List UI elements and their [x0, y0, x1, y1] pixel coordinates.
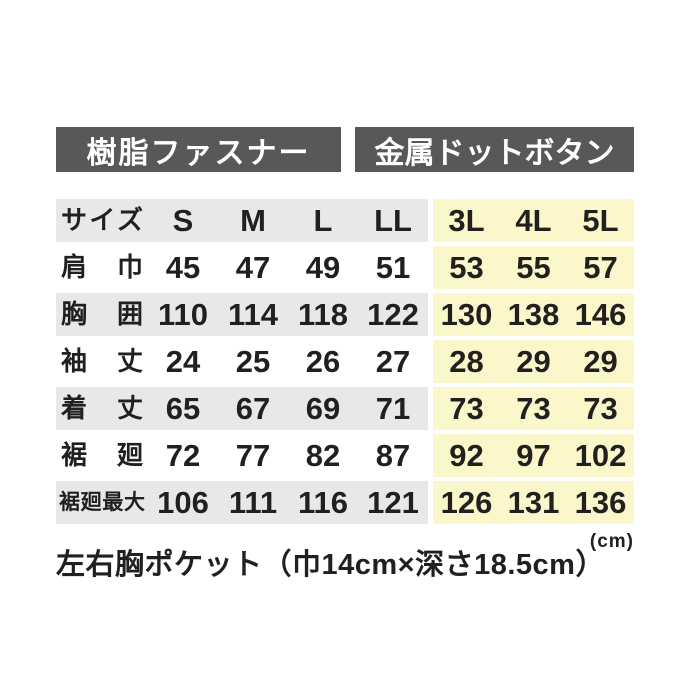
table-cell: 57 — [583, 249, 618, 285]
fastener-type-header-bars: 樹脂ファスナー 金属ドットボタン — [56, 127, 634, 172]
row-label-body-length: 着丈 — [61, 393, 143, 423]
table-cell: 27 — [375, 343, 411, 379]
row-label-sleeve-length: 袖丈 — [61, 346, 143, 376]
pocket-note: 左右胸ポケット（巾14cm×深さ18.5cm） — [56, 549, 605, 581]
table-cell: 130 — [440, 296, 493, 332]
table-cell: 138 — [507, 296, 560, 332]
row-label-chest: 胸囲 — [61, 299, 143, 329]
table-cell: 26 — [305, 343, 341, 379]
table-cell: 116 — [297, 484, 348, 520]
table-cell: 97 — [516, 437, 551, 473]
size-row-label: サイズ — [61, 205, 143, 235]
table-cell: 114 — [227, 296, 278, 332]
row-left-segment: 肩巾 45 47 49 51 — [56, 246, 428, 289]
row-left-segment: 袖丈 24 25 26 27 — [56, 340, 428, 383]
table-cell: 49 — [305, 249, 341, 285]
table-row-shoulder-width: 肩巾 45 47 49 51 53 55 57 — [56, 246, 634, 289]
header-bar-metal-dot-button: 金属ドットボタン — [355, 127, 634, 172]
table-cell: 118 — [297, 296, 348, 332]
row-right-segment: 28 29 29 — [433, 340, 634, 383]
table-cell: 73 — [516, 390, 551, 426]
table-cell: 136 — [574, 484, 627, 520]
size-row-right-segment: 3L 4L 5L — [433, 199, 634, 242]
row-right-segment: 130 138 146 — [433, 293, 634, 336]
unit-label: (cm) — [589, 531, 634, 552]
table-cell: 102 — [574, 437, 627, 473]
size-header-s: S — [172, 202, 194, 238]
size-row-left-segment: サイズ S M L LL — [56, 199, 428, 242]
table-cell: 69 — [305, 390, 341, 426]
row-left-segment: 胸囲 110 114 118 122 — [56, 293, 428, 336]
row-left-segment: 着丈 65 67 69 71 — [56, 387, 428, 430]
row-right-segment: 126 131 136 — [433, 481, 634, 524]
table-cell: 25 — [235, 343, 271, 379]
table-cell: 67 — [235, 390, 271, 426]
row-right-segment: 53 55 57 — [433, 246, 634, 289]
size-header-m: M — [240, 202, 266, 238]
table-row-chest: 胸囲 110 114 118 122 130 138 146 — [56, 293, 634, 336]
table-cell: 73 — [449, 390, 484, 426]
table-cell: 28 — [449, 343, 484, 379]
table-cell: 121 — [367, 484, 419, 520]
table-cell: 73 — [583, 390, 618, 426]
table-cell: 72 — [165, 437, 201, 473]
row-label-hem-circumference-max: 裾廻最大 — [59, 491, 145, 514]
table-cell: 55 — [516, 249, 551, 285]
table-row-sizes: サイズ S M L LL 3L 4L 5L — [56, 199, 634, 242]
table-cell: 87 — [375, 437, 411, 473]
table-cell: 82 — [305, 437, 341, 473]
table-cell: 29 — [516, 343, 551, 379]
row-label-shoulder-width: 肩巾 — [61, 252, 143, 282]
table-cell: 111 — [228, 484, 278, 520]
header-bar-resin-fastener-label: 樹脂ファスナー — [86, 136, 311, 170]
table-row-body-length: 着丈 65 67 69 71 73 73 73 — [56, 387, 634, 430]
row-left-segment: 裾廻最大 106 111 116 121 — [56, 481, 428, 524]
size-header-l: L — [313, 202, 333, 238]
table-cell: 77 — [235, 437, 271, 473]
header-bar-metal-dot-button-label: 金属ドットボタン — [374, 136, 615, 170]
row-right-segment: 92 97 102 — [433, 434, 634, 477]
table-cell: 24 — [165, 343, 201, 379]
row-right-segment: 73 73 73 — [433, 387, 634, 430]
table-cell: 51 — [375, 249, 411, 285]
table-row-sleeve-length: 袖丈 24 25 26 27 28 29 29 — [56, 340, 634, 383]
table-cell: 126 — [440, 484, 493, 520]
size-spec-table: サイズ S M L LL 3L 4L 5L 肩巾 45 47 49 51 53 … — [56, 199, 634, 528]
row-left-segment: 裾廻 72 77 82 87 — [56, 434, 428, 477]
table-row-hem-circumference-max: 裾廻最大 106 111 116 121 126 131 136 — [56, 481, 634, 524]
table-cell: 122 — [367, 296, 419, 332]
table-cell: 65 — [165, 390, 201, 426]
table-cell: 45 — [165, 249, 201, 285]
table-cell: 92 — [449, 437, 484, 473]
table-cell: 110 — [157, 296, 208, 332]
row-label-hem-circumference: 裾廻 — [61, 440, 143, 470]
size-header-ll: LL — [374, 202, 412, 238]
table-cell: 131 — [507, 484, 560, 520]
table-cell: 47 — [235, 249, 271, 285]
size-header-3l: 3L — [448, 202, 485, 238]
table-cell: 71 — [375, 390, 411, 426]
table-cell: 53 — [449, 249, 484, 285]
header-bar-resin-fastener: 樹脂ファスナー — [56, 127, 341, 172]
table-cell: 29 — [583, 343, 618, 379]
table-cell: 146 — [574, 296, 627, 332]
table-cell: 106 — [157, 484, 209, 520]
size-header-4l: 4L — [515, 202, 552, 238]
size-header-5l: 5L — [582, 202, 619, 238]
table-row-hem-circumference: 裾廻 72 77 82 87 92 97 102 — [56, 434, 634, 477]
